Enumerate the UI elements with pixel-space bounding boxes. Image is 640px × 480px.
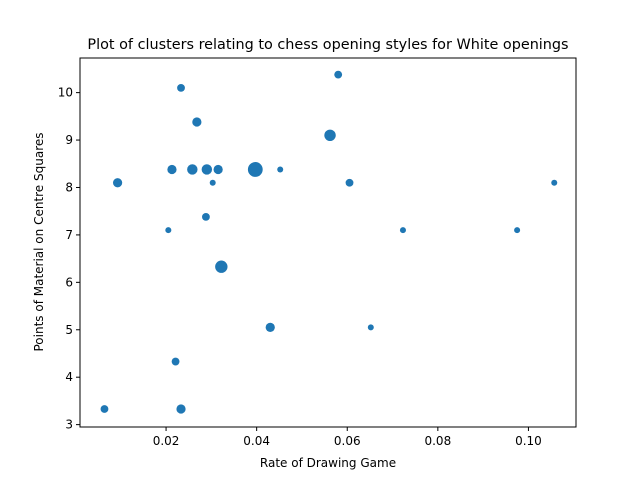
data-point-12 [209,179,216,186]
data-point-24 [551,179,558,186]
data-point-13 [213,164,223,175]
data-point-22 [399,227,406,234]
data-point-23 [514,227,521,234]
x-tick-label: 0.04 [243,434,270,448]
y-tick-label: 6 [65,275,73,289]
data-point-14 [215,260,228,273]
y-tick-label: 5 [65,323,73,337]
plot-frame [79,57,577,428]
y-axis-label: Points of Material on Centre Squares [32,132,46,351]
y-tick-label: 4 [65,370,73,384]
x-axis-label: Rate of Drawing Game [260,456,396,470]
data-point-2 [112,178,123,188]
data-point-20 [345,178,354,187]
x-tick-label: 0.10 [515,434,542,448]
x-axis: 0.02 0.04 0.06 0.08 0.10 [153,427,542,448]
y-tick-label: 7 [65,228,73,242]
y-tick-label: 8 [65,180,73,194]
y-tick-label: 10 [58,86,73,100]
data-point-9 [192,117,202,127]
data-point-5 [171,357,180,366]
x-tick-label: 0.06 [334,434,361,448]
data-point-11 [201,164,213,175]
points-layer [100,70,558,414]
data-point-21 [367,324,374,331]
data-point-17 [277,166,284,173]
data-point-7 [176,404,186,414]
x-tick-label: 0.02 [153,434,180,448]
data-point-6 [177,83,185,92]
data-point-16 [265,322,275,333]
data-point-1 [100,405,109,413]
y-tick-label: 9 [65,133,73,147]
data-point-19 [334,70,343,79]
y-tick-label: 3 [65,418,73,432]
data-point-8 [187,164,198,175]
data-point-3 [165,227,172,234]
data-point-15 [247,162,263,177]
data-point-10 [202,212,210,221]
data-point-4 [167,164,177,175]
data-point-18 [324,129,336,142]
y-axis: 3 4 5 6 7 8 9 10 [58,86,80,432]
chart-title: Plot of clusters relating to chess openi… [87,37,568,53]
x-tick-label: 0.08 [424,434,451,448]
